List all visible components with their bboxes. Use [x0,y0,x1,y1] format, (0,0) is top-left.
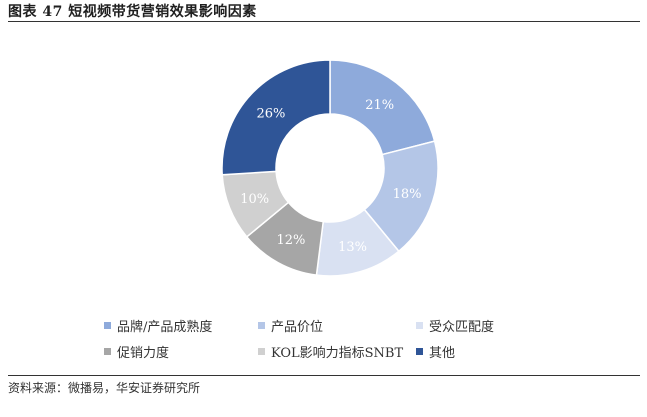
legend-item: 品牌/产品成熟度 [104,316,212,335]
donut-slices [221,59,439,277]
legend-label: KOL影响力指标SNBT [271,346,404,361]
title-divider [8,21,640,22]
source-note: 资料来源：微播易，华安证券研究所 [8,381,201,395]
legend-item: 其他 [416,342,455,361]
donut-value-labels: 21% 18% 13% 12% 10% 26% [240,98,421,255]
legend-label: 产品价位 [271,320,324,335]
donut-slice [221,59,331,176]
source-divider [8,375,640,376]
slice-value-label: 18% [393,187,422,202]
legend-label: 品牌/产品成熟度 [117,320,213,335]
legend-swatch [416,348,423,355]
donut-slice [363,140,439,253]
slice-value-label: 21% [365,98,394,113]
legend-label: 其他 [429,346,456,361]
legend-item: 产品价位 [258,316,323,335]
legend-swatch [258,348,265,355]
legend-item: KOL影响力指标SNBT [258,342,403,361]
slice-value-label: 12% [277,233,306,248]
slice-value-label: 26% [257,107,286,122]
slice-value-label: 13% [338,240,367,255]
legend-swatch [104,348,111,355]
slice-value-label: 10% [240,192,269,207]
figure-title: 图表 47 短视频带货营销效果影响因素 [8,4,257,20]
legend-label: 促销力度 [117,346,170,361]
legend-item: 促销力度 [104,342,169,361]
legend-swatch [104,322,111,329]
legend-swatch [258,322,265,329]
legend-swatch [416,322,423,329]
legend-item: 受众匹配度 [416,316,494,335]
donut-slice [329,59,436,156]
legend-label: 受众匹配度 [429,320,495,335]
